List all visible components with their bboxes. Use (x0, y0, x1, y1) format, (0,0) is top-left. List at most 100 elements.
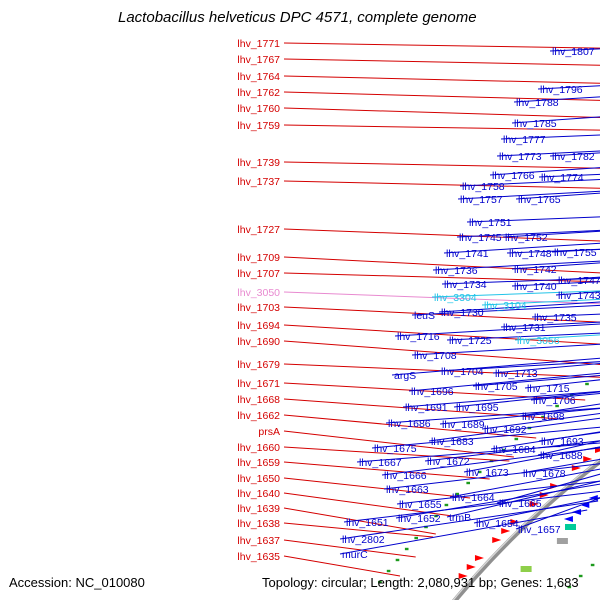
gene-label-right: lhv_1741 (446, 248, 489, 260)
gene-label-right: lhv_1684 (493, 444, 536, 456)
gene-label-right: lhv_1752 (505, 232, 548, 244)
gene-label-right: lhv_1704 (441, 366, 484, 378)
feature-block (556, 538, 568, 544)
gene-label-right: lhv_1713 (495, 368, 538, 380)
outer-tick-mark (395, 558, 400, 562)
gene-label-right: lhv_1730 (441, 307, 484, 319)
leader-line (481, 298, 600, 306)
gene-label-right: lhv_1693 (541, 436, 584, 448)
leader-line (283, 91, 600, 101)
gene-label-left: lhv_1771 (237, 38, 280, 50)
gene-label-left: lhv_1668 (237, 394, 280, 406)
leader-line (408, 372, 600, 392)
gene-label-left: lhv_1660 (237, 442, 280, 454)
gene-label-right: lhv_1807 (552, 46, 595, 58)
gene-label-left: lhv_3050 (237, 287, 280, 299)
leader-line (520, 458, 600, 474)
leader-line (283, 539, 416, 558)
genome-backbone-highlight (452, 458, 600, 600)
outer-tick-mark (514, 437, 519, 441)
leader-line (432, 260, 600, 271)
leader-line (492, 363, 600, 374)
feature-block (565, 524, 576, 530)
gene-label-left: lhv_1762 (237, 87, 280, 99)
outer-tick-mark (455, 492, 459, 496)
gene-label-right: lhv_1751 (469, 217, 512, 229)
gene-label-right: lhv_1725 (449, 335, 492, 347)
leader-line (524, 379, 600, 389)
gene-label-right: lhv_1698 (522, 411, 565, 423)
gene-label-right: lhv_1747 (558, 275, 600, 287)
gene-label-right: lhv_1777 (503, 134, 546, 146)
gene-label-right: murC (342, 549, 368, 561)
gene-label-right: lhv_1796 (540, 84, 583, 96)
leader-line (411, 343, 600, 356)
label-leader-lines (283, 42, 600, 577)
gene-label-right: lhv_1708 (414, 350, 457, 362)
leader-line (283, 382, 586, 401)
leader-line (283, 272, 600, 283)
gene-label-right: lhv_1673 (466, 467, 509, 479)
leader-line (283, 477, 471, 499)
leader-line (339, 500, 599, 540)
leader-line (391, 357, 600, 376)
leader-line (481, 413, 600, 430)
leader-line (396, 480, 600, 505)
gene-label-right: lhv_3304 (434, 292, 477, 304)
gene-label-right: lhv_1716 (397, 331, 440, 343)
leader-line (283, 324, 600, 345)
gene-arrow (501, 528, 511, 534)
gene-label-left: lhv_1709 (237, 252, 280, 264)
outer-tick-mark (378, 580, 382, 584)
gene-label-right: lhv_1652 (398, 513, 441, 525)
map-title: Lactobacillus helveticus DPC 4571, compl… (118, 9, 477, 26)
leader-line (283, 124, 600, 131)
leader-line (283, 107, 600, 118)
gene-label-right: lhv_1715 (527, 383, 570, 395)
feature-block (520, 566, 532, 572)
gene-label-right: lhv_1651 (346, 517, 389, 529)
gene-label-right: lhv_1740 (514, 281, 557, 293)
leader-line (283, 507, 436, 535)
gene-label-right: lhv_1667 (359, 457, 402, 469)
leader-line (385, 407, 600, 424)
gene-label-left: lhv_1637 (237, 535, 280, 547)
outer-tick-mark (386, 569, 391, 573)
gene-label-right: lhv_1657 (518, 524, 561, 536)
leader-line (283, 414, 537, 439)
leader-line (402, 390, 600, 408)
gene-label-left: lhv_1707 (237, 268, 280, 280)
gene-label-right: lhv_1665 (499, 498, 542, 510)
gene-label-right: lhv_3056 (517, 335, 560, 347)
gene-label-left: prsA (258, 426, 280, 438)
leader-line (283, 306, 600, 323)
leader-line (519, 403, 600, 417)
leader-line (459, 179, 600, 187)
gene-label-right: lhv_2802 (342, 534, 385, 546)
gene-label-left: lhv_1737 (237, 176, 280, 188)
leader-line (283, 58, 600, 66)
leader-line (530, 393, 600, 401)
leader-line (383, 463, 600, 490)
leader-line (343, 490, 600, 523)
leader-line (431, 290, 600, 298)
leader-line (283, 291, 600, 305)
gene-label-right: lhv_1686 (388, 418, 431, 430)
gene-label-left: lhv_1690 (237, 336, 280, 348)
gene-label-right: lhv_1755 (554, 247, 597, 259)
leader-line (283, 522, 434, 538)
gene-label-left: lhv_1694 (237, 320, 280, 332)
gene-label-left: lhv_1640 (237, 488, 280, 500)
leader-line (466, 216, 600, 223)
outer-tick-mark (585, 382, 589, 386)
leader-line (283, 256, 600, 274)
leader-line (381, 447, 600, 476)
gene-label-right: lhv_1654 (476, 518, 519, 530)
gene-label-right: lhv_1742 (514, 264, 557, 276)
leader-line (457, 190, 600, 200)
inner-tick-mark (590, 563, 595, 567)
leader-line (456, 229, 600, 238)
gene-label-right: lhv_1766 (492, 170, 535, 182)
leader-line (446, 480, 600, 518)
